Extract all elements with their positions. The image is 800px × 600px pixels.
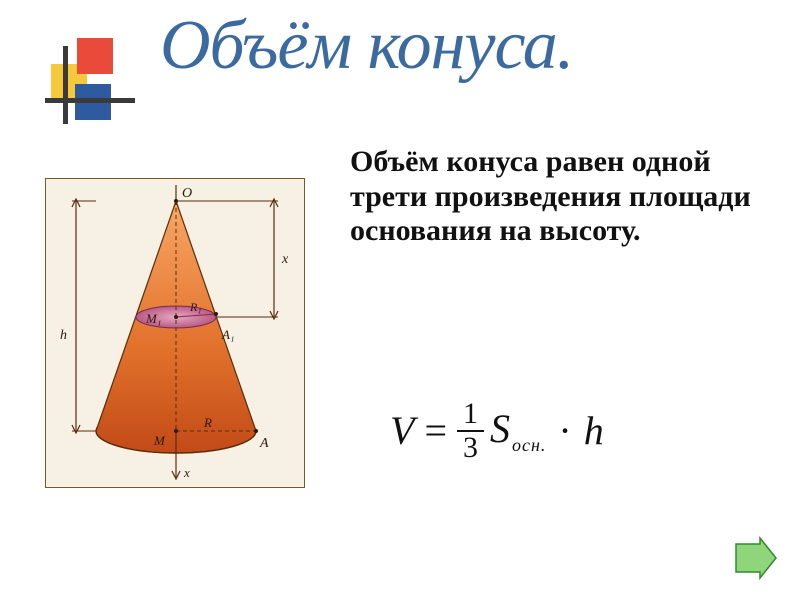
logo-square-red xyxy=(77,38,113,74)
label-h: h xyxy=(60,328,67,343)
formula-h: h xyxy=(584,407,604,454)
multiply-dot: · xyxy=(558,407,571,454)
slide-title: Объём конуса. xyxy=(160,6,573,86)
label-r1: R₁ xyxy=(189,300,202,314)
frac-numerator: 1 xyxy=(457,398,484,432)
logo-bar-horizontal xyxy=(45,98,135,103)
label-r: R xyxy=(203,415,212,430)
label-m: M xyxy=(153,433,166,448)
label-a: A xyxy=(259,436,269,451)
label-a1: A₁ xyxy=(221,327,234,342)
equals-sign: = xyxy=(424,407,447,454)
theorem-text: Объём конуса равен одной трети произведе… xyxy=(350,145,760,249)
logo-bar-vertical xyxy=(63,46,68,124)
next-slide-button[interactable] xyxy=(730,534,778,582)
label-axis-x: x xyxy=(183,465,190,480)
frac-denominator: 3 xyxy=(457,432,484,464)
formula-S-sub: осн. xyxy=(512,435,546,455)
label-apex: O xyxy=(182,186,192,201)
label-x-upper: x xyxy=(281,252,289,267)
formula-V: V xyxy=(390,407,414,454)
volume-formula: V = 1 3 Sосн. · h xyxy=(390,398,604,463)
label-m1: M₁ xyxy=(145,311,161,326)
slide-logo xyxy=(45,38,135,128)
cone-diagram: O h x M₁ R₁ A₁ M R A x xyxy=(45,178,305,488)
fraction-one-third: 1 3 xyxy=(457,398,484,463)
formula-S: Sосн. xyxy=(490,405,546,456)
